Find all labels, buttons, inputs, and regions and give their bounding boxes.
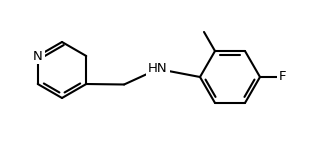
Text: HN: HN <box>148 62 168 76</box>
Text: N: N <box>33 49 43 62</box>
Text: F: F <box>278 70 286 84</box>
